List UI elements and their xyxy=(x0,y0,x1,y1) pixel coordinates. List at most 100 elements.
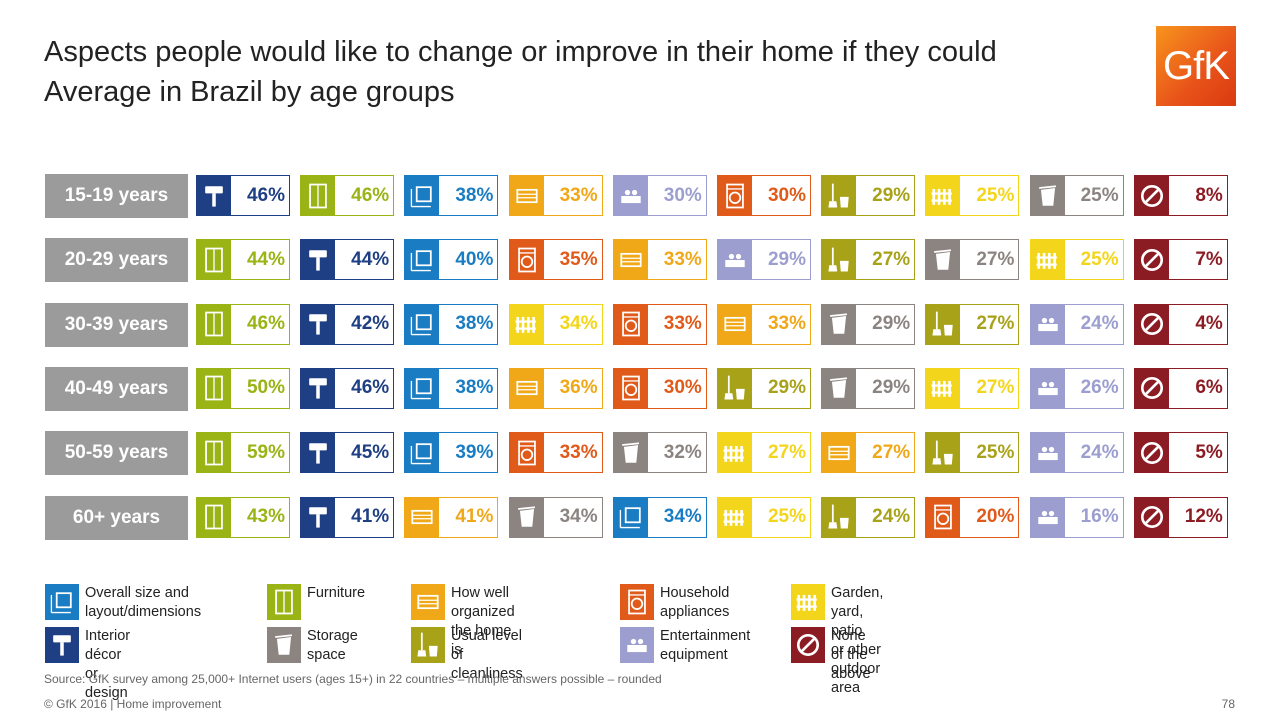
fence-icon xyxy=(926,176,961,215)
legend-item-appliances: Household appliances xyxy=(620,584,729,622)
data-label: 25% xyxy=(1080,184,1119,206)
data-label: 25% xyxy=(976,441,1015,463)
data-cell-none: 8% xyxy=(1133,175,1228,216)
prohibited-icon xyxy=(791,627,825,663)
data-cell-cleanliness: 27% xyxy=(821,239,916,281)
entertainment-device-icon xyxy=(718,240,752,280)
drawer-icon xyxy=(405,497,440,537)
data-label: 33% xyxy=(767,313,806,335)
data-cell-storage: 29% xyxy=(821,367,916,409)
legend-item-cleanliness: Usual level of cleanliness xyxy=(411,627,523,684)
prohibited-icon xyxy=(1134,176,1169,215)
data-cell-storage: 34% xyxy=(508,496,603,538)
data-label: 38% xyxy=(455,377,494,399)
drawer-icon xyxy=(613,240,648,280)
paint-roller-icon xyxy=(301,240,336,280)
data-cell-garden: 25% xyxy=(925,175,1020,216)
data-label: 44% xyxy=(351,248,390,270)
data-label: 29% xyxy=(767,377,806,399)
data-label: 35% xyxy=(559,248,598,270)
data-cell-storage: 27% xyxy=(925,239,1020,281)
data-cell-cleanliness: 29% xyxy=(717,367,811,409)
entertainment-device-icon xyxy=(1030,304,1065,344)
data-cell-appliances: 35% xyxy=(508,239,603,281)
data-label: 30% xyxy=(663,184,702,206)
data-cell-furniture: 43% xyxy=(196,496,290,538)
data-label: 8% xyxy=(1195,184,1223,206)
data-cell-decor: 46% xyxy=(300,367,395,409)
legend-item-decor: Interior décor or design xyxy=(45,627,130,703)
washing-machine-icon xyxy=(613,368,648,408)
legend-label: Furniture xyxy=(307,585,366,601)
data-cell-decor: 46% xyxy=(196,175,290,216)
table-row: 30-39 years 46% 42% 38% 34% 33% 33% 29% 27% 24% 4% xyxy=(45,302,1245,347)
storage-box-icon xyxy=(822,368,857,408)
data-cell-size: 38% xyxy=(404,303,499,345)
layout-dimensions-icon xyxy=(613,497,648,537)
data-cell-garden: 25% xyxy=(717,496,811,538)
data-label: 30% xyxy=(663,377,702,399)
data-cell-appliances: 30% xyxy=(717,175,811,216)
data-label: 38% xyxy=(455,313,494,335)
data-label: 29% xyxy=(767,248,806,270)
data-cell-appliances: 33% xyxy=(612,303,707,345)
data-label: 24% xyxy=(1080,441,1119,463)
prohibited-icon xyxy=(1134,497,1169,537)
data-label: 30% xyxy=(767,184,806,206)
layout-dimensions-icon xyxy=(405,368,440,408)
fence-icon xyxy=(718,433,752,473)
prohibited-icon xyxy=(1134,304,1169,344)
data-cell-entertainment: 16% xyxy=(1029,496,1124,538)
entertainment-device-icon xyxy=(1030,433,1065,473)
table-row: 60+ years 43% 41% 41% 34% 34% 25% 24% 20% 16% 12% xyxy=(45,495,1245,540)
drawer-icon xyxy=(509,176,544,215)
data-cell-furniture: 46% xyxy=(300,175,395,216)
data-label: 27% xyxy=(976,377,1015,399)
prohibited-icon xyxy=(1134,240,1169,280)
entertainment-device-icon xyxy=(1030,497,1065,537)
legend-label: Entertainment equipment xyxy=(660,628,751,663)
storage-box-icon xyxy=(509,497,544,537)
layout-dimensions-icon xyxy=(405,304,440,344)
washing-machine-icon xyxy=(926,497,961,537)
age-group-label: 30-39 years xyxy=(45,302,188,347)
data-label: 41% xyxy=(351,506,390,527)
data-cell-garden: 25% xyxy=(1029,239,1124,281)
drawer-icon xyxy=(718,304,752,344)
data-cell-garden: 27% xyxy=(717,432,811,474)
broom-bucket-icon xyxy=(926,433,961,473)
paint-roller-icon xyxy=(301,433,336,473)
footer-copyright: © GfK 2016 | Home improvement xyxy=(44,697,222,711)
data-cell-size: 40% xyxy=(404,239,499,281)
data-label: 7% xyxy=(1195,248,1223,270)
data-cell-organized: 27% xyxy=(821,432,916,474)
paint-roller-icon xyxy=(301,304,336,344)
data-cell-none: 12% xyxy=(1133,496,1228,538)
data-label: 46% xyxy=(246,184,285,206)
data-label: 36% xyxy=(559,377,598,399)
paint-roller-icon xyxy=(301,368,336,408)
fence-icon xyxy=(791,584,825,620)
data-label: 27% xyxy=(976,313,1015,335)
fence-icon xyxy=(1030,240,1065,280)
data-cell-furniture: 59% xyxy=(196,432,290,474)
data-cell-cleanliness: 27% xyxy=(925,303,1020,345)
entertainment-device-icon xyxy=(613,176,648,215)
data-cell-none: 6% xyxy=(1133,367,1228,409)
legend-item-garden: Garden, yard, patio or other outdoor are… xyxy=(791,584,883,698)
data-label: 46% xyxy=(351,377,390,399)
data-label: 24% xyxy=(872,506,911,527)
legend-label: None of the above xyxy=(831,628,871,682)
drawer-icon xyxy=(509,368,544,408)
legend-label: Usual level of cleanliness xyxy=(451,628,523,682)
source-note: Source: GfK survey among 25,000+ Interne… xyxy=(44,672,662,686)
storage-box-icon xyxy=(1030,176,1065,215)
data-cell-size: 38% xyxy=(404,367,499,409)
entertainment-device-icon xyxy=(1030,368,1065,408)
broom-bucket-icon xyxy=(411,627,445,663)
data-cell-storage: 29% xyxy=(821,303,916,345)
title-line-1: Aspects people would like to change or i… xyxy=(44,36,997,68)
wardrobe-icon xyxy=(301,176,336,215)
data-label: 24% xyxy=(1080,313,1119,335)
layout-dimensions-icon xyxy=(405,240,440,280)
